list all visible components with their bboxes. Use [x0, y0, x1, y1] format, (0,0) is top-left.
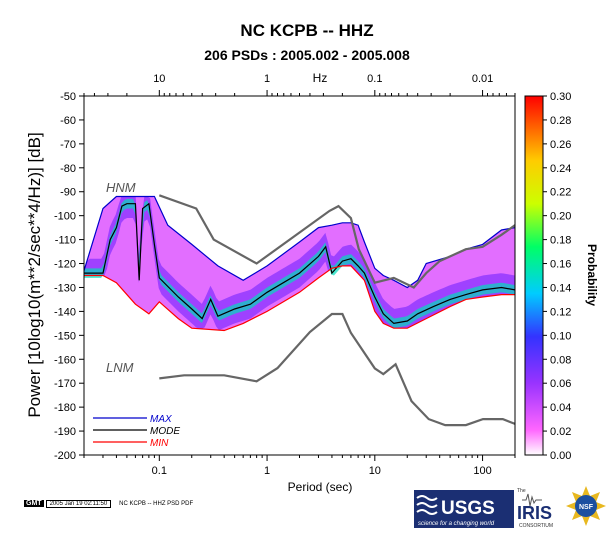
y-tick-label: -180: [54, 402, 76, 414]
x-axis-label: Period (sec): [288, 480, 353, 494]
x-tick-label: 0.1: [152, 465, 167, 477]
series-line-min: [84, 265, 515, 332]
y-tick-label: -200: [54, 450, 76, 462]
top-tick-label: 0.1: [367, 73, 382, 85]
top-tick-label: 0.01: [472, 73, 493, 85]
lnm-label: LNM: [106, 360, 134, 375]
nsf-text: NSF: [579, 504, 594, 511]
iris-prefix: The: [517, 488, 526, 494]
top-tick-label: 1: [264, 73, 270, 85]
colorbar-axis: 0.00 0.02 0.04 0.06 0.08 0.10 0.12 0.14 0.16 0.18…: [543, 91, 571, 462]
colorbar-tick-label: 0.04: [550, 402, 571, 414]
y-tick-label: -140: [54, 306, 76, 318]
top-tick-label: 10: [153, 73, 165, 85]
colorbar-tick-label: 0.08: [550, 354, 571, 366]
series-line-mode: [84, 202, 515, 325]
model-labels: HNM LNM: [106, 180, 136, 375]
series-line-lnm: [159, 312, 515, 427]
y-tick-label: -150: [54, 330, 76, 342]
legend-min-label: MIN: [150, 438, 169, 449]
colorbar-tick-label: 0.24: [550, 163, 571, 175]
footer-file-label: NC KCPB -- HHZ PSD PDF: [119, 501, 194, 507]
usgs-wave-icon: [416, 495, 438, 515]
x-tick-label: 10: [369, 465, 381, 477]
y-tick-label: -120: [54, 259, 76, 271]
colorbar-label: Probability: [585, 244, 599, 306]
colorbar-tick-label: 0.20: [550, 211, 571, 223]
colorbar-tick-label: 0.30: [550, 91, 571, 103]
gmt-footer: GMT 2005 Jan 19 02:11:50 NC KCPB -- HHZ PS…: [24, 500, 193, 508]
colorbar-tick-label: 0.00: [550, 450, 571, 462]
gmt-badge: GMT: [24, 500, 44, 507]
pdf-density-cloud: [84, 196, 515, 331]
y-tick-label: -190: [54, 426, 76, 438]
y-axis: -50 -60 -70 -80 -90 -100 -110 -120 -130 -140 -150 -…: [54, 91, 84, 462]
colorbar-tick-label: 0.02: [550, 426, 571, 438]
colorbar-tick-label: 0.10: [550, 330, 571, 342]
nsf-logo: NSF: [566, 486, 606, 526]
colorbar-tick-label: 0.06: [550, 378, 571, 390]
iris-logo: The IRIS CONSORTIUM: [517, 488, 553, 529]
iris-logo-text: IRIS: [517, 503, 552, 523]
nsf-globe-icon: [575, 495, 597, 517]
gmt-timestamp: 2005 Jan 19 02:11:50: [45, 500, 112, 508]
top-axis-label: Hz: [313, 71, 328, 85]
legend-mode-label: MODE: [150, 426, 180, 437]
y-tick-label: -80: [60, 163, 76, 175]
legend: MAX MODE MIN: [93, 414, 180, 449]
x-axis: 0.1 1 10 100: [83, 455, 516, 477]
iris-consortium: CONSORTIUM: [519, 523, 553, 529]
y-tick-label: -170: [54, 378, 76, 390]
usgs-logo-text: USGS: [441, 498, 495, 519]
seismogram-icon: [522, 493, 542, 507]
colorbar-tick-label: 0.12: [550, 306, 571, 318]
y-tick-label: -90: [60, 187, 76, 199]
colorbar-tick-label: 0.22: [550, 187, 571, 199]
y-axis-label: Power [10log10(m**2/sec**4/Hz)] [dB]: [25, 132, 44, 417]
chart-title: NC KCPB -- HHZ: [240, 21, 373, 40]
y-tick-label: -100: [54, 211, 76, 223]
x-tick-label: 1: [264, 465, 270, 477]
colorbar-tick-label: 0.26: [550, 139, 571, 151]
y-tick-label: -130: [54, 282, 76, 294]
y-tick-label: -110: [55, 235, 76, 247]
y-tick-label: -60: [60, 115, 76, 127]
x-tick-label: 100: [473, 465, 491, 477]
y-tick-label: -50: [60, 91, 76, 103]
legend-max-label: MAX: [150, 414, 172, 425]
series-line-hnm: [158, 194, 515, 289]
hnm-label: HNM: [106, 180, 136, 195]
series-line-max: [84, 195, 515, 289]
y-tick-label: -70: [60, 139, 76, 151]
colorbar-tick-label: 0.18: [550, 235, 571, 247]
usgs-tagline: science for a changing world: [418, 521, 495, 527]
colorbar-tick-label: 0.16: [550, 259, 571, 271]
usgs-logo: USGS science for a changing world: [414, 490, 514, 528]
y-tick-label: -160: [54, 354, 76, 366]
colorbar-tick-label: 0.14: [550, 282, 571, 294]
chart-subtitle: 206 PSDs : 2005.002 - 2005.008: [204, 47, 410, 63]
pdf-core-band: [84, 196, 515, 331]
psd-lines: [84, 194, 515, 427]
top-frequency-axis: 10 1 0.1 0.01: [83, 73, 516, 96]
colorbar: [524, 95, 544, 456]
usgs-logo-box: [414, 490, 514, 528]
colorbar-tick-label: 0.28: [550, 115, 571, 127]
